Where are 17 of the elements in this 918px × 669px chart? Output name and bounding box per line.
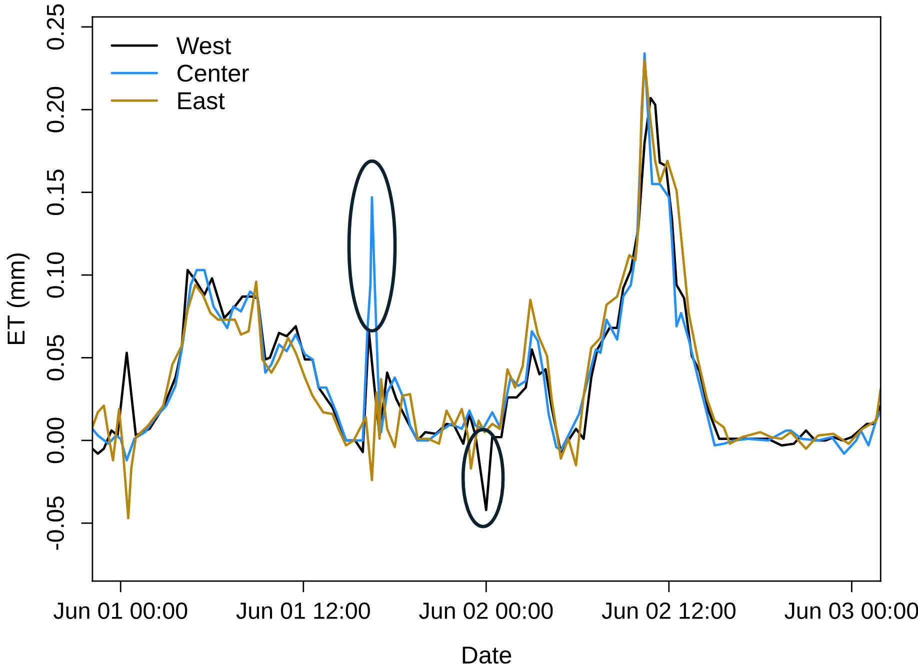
legend-label: Center: [178, 64, 249, 82]
y-tick-label: 0.15: [46, 170, 64, 216]
x-tick-label: Jun 01 12:00: [236, 602, 370, 619]
y-tick-label: 0.05: [46, 335, 64, 380]
legend-label: East: [178, 92, 225, 110]
y-tick-label: 0.10: [46, 252, 64, 298]
legend-label: West: [176, 37, 232, 54]
y-tick-label: 0.00: [46, 418, 64, 464]
y-tick-label: 0.25: [46, 4, 64, 50]
y-axis-title: ET (mm): [6, 253, 30, 344]
x-tick-label: Jun 01 00:00: [54, 602, 188, 619]
x-tick-label: Jun 02 00:00: [419, 602, 553, 619]
x-axis-title: Date: [462, 646, 512, 664]
y-tick-label: -0.05: [46, 496, 64, 550]
y-tick-label: 0.20: [46, 86, 64, 132]
x-tick-label: Jun 02 12:00: [602, 602, 736, 619]
x-tick-label: Jun 03 00:00: [784, 602, 918, 619]
